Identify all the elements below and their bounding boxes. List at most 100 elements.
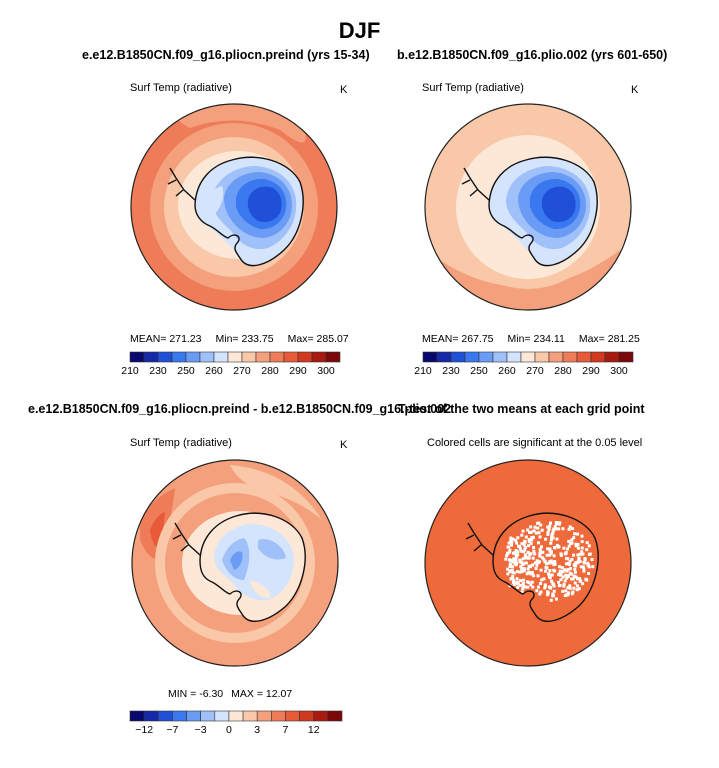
- insignificant-cell: [587, 565, 591, 569]
- insignificant-cell: [586, 563, 590, 567]
- variable-label-top-right: Surf Temp (radiative): [422, 82, 524, 94]
- insignificant-cell: [522, 578, 525, 582]
- max-value: 12.07: [265, 688, 293, 700]
- colorbar-top-right-tick-label: 270: [526, 365, 544, 377]
- figure-title: DJF: [338, 18, 381, 43]
- insignificant-cell: [540, 556, 544, 560]
- insignificant-cell: [505, 554, 509, 558]
- colorbar-top-left-tick-label: 280: [261, 365, 279, 377]
- insignificant-cell: [549, 521, 552, 525]
- insignificant-cell: [548, 547, 552, 551]
- insignificant-cell: [531, 556, 535, 560]
- insignificant-cell: [538, 535, 542, 539]
- insignificant-cell: [508, 548, 512, 552]
- colorbar-swatch: [576, 351, 592, 363]
- stats-top-left: MEAN= 271.23 Min= 233.75 Max= 285.07: [130, 333, 349, 345]
- significance-note: Colored cells are significant at the 0.0…: [427, 437, 643, 449]
- field-patch-hot: [150, 512, 165, 548]
- insignificant-cell: [576, 546, 580, 550]
- insignificant-cell: [532, 546, 536, 549]
- insignificant-cell: [504, 557, 508, 561]
- colorbar-bottom-left-tick-label: 3: [254, 724, 261, 736]
- insignificant-cell: [570, 541, 574, 545]
- colorbar-swatch: [143, 710, 159, 722]
- insignificant-cell: [546, 531, 550, 534]
- significant-field: [425, 460, 631, 666]
- insignificant-cell: [531, 563, 535, 567]
- insignificant-cell: [532, 549, 536, 553]
- max-label: Max=: [287, 333, 314, 345]
- insignificant-cell: [547, 572, 550, 576]
- insignificant-cell: [511, 578, 515, 582]
- colorbar-swatch: [436, 351, 452, 363]
- insignificant-cell: [553, 560, 557, 563]
- insignificant-cell: [542, 557, 546, 561]
- insignificant-cell: [562, 546, 566, 550]
- colorbar-swatch: [590, 351, 606, 363]
- insignificant-cell: [566, 591, 570, 595]
- colorbar-swatch: [604, 351, 620, 363]
- insignificant-cell: [560, 566, 564, 570]
- insignificant-cell: [524, 535, 528, 539]
- colorbar-bottom-left-tick-label: −3: [194, 724, 207, 736]
- insignificant-cell: [539, 568, 543, 572]
- insignificant-cell: [573, 575, 577, 579]
- insignificant-cell: [517, 545, 521, 549]
- insignificant-cell: [561, 589, 565, 593]
- colorbar-top-right-tick-label: 250: [470, 365, 488, 377]
- insignificant-cell: [574, 561, 578, 565]
- insignificant-cell: [533, 552, 537, 556]
- insignificant-cell: [520, 542, 524, 546]
- insignificant-cell: [511, 537, 515, 541]
- insignificant-cell: [530, 571, 534, 574]
- insignificant-cell: [541, 550, 545, 554]
- insignificant-cell: [521, 563, 525, 567]
- insignificant-cell: [558, 565, 561, 569]
- insignificant-cell: [514, 555, 518, 559]
- insignificant-cell: [552, 594, 556, 598]
- colorbar-swatch: [450, 351, 466, 363]
- map-bottom-right: [424, 459, 632, 667]
- colorbar-swatch: [297, 351, 313, 363]
- insignificant-cell: [546, 590, 549, 594]
- insignificant-cell: [577, 587, 581, 591]
- colorbar-swatch: [199, 351, 215, 363]
- insignificant-cell: [567, 527, 571, 531]
- colorbar-swatch: [311, 351, 327, 363]
- insignificant-cell: [585, 578, 589, 582]
- insignificant-cell: [548, 553, 552, 557]
- insignificant-cell: [538, 549, 542, 553]
- insignificant-cell: [516, 585, 520, 589]
- insignificant-cell: [553, 525, 557, 529]
- insignificant-cell: [570, 592, 574, 596]
- insignificant-cell: [527, 544, 530, 548]
- insignificant-cell: [521, 582, 525, 585]
- insignificant-cell: [578, 579, 582, 583]
- insignificant-cell: [528, 531, 531, 534]
- min-label: Min=: [507, 333, 531, 345]
- insignificant-cell: [537, 531, 541, 535]
- insignificant-cell: [520, 570, 524, 574]
- insignificant-cell: [548, 524, 552, 528]
- insignificant-cell: [578, 552, 582, 556]
- insignificant-cell: [566, 568, 570, 572]
- insignificant-cell: [530, 538, 534, 542]
- insignificant-cell: [530, 580, 534, 584]
- insignificant-cell: [572, 536, 576, 540]
- insignificant-cell: [510, 568, 514, 572]
- insignificant-cell: [507, 541, 511, 545]
- mean-label: MEAN=: [422, 333, 459, 345]
- insignificant-cell: [544, 537, 548, 541]
- insignificant-cell: [565, 556, 569, 560]
- insignificant-cell: [531, 585, 535, 589]
- insignificant-cell: [568, 559, 572, 563]
- colorbar-swatch: [618, 351, 634, 363]
- insignificant-cell: [580, 534, 584, 538]
- insignificant-cell: [546, 593, 550, 597]
- colorbar-swatch: [172, 710, 187, 722]
- insignificant-cell: [524, 561, 528, 565]
- insignificant-cell: [512, 583, 516, 586]
- colorbar-top-right-tick-label: 210: [414, 365, 432, 377]
- insignificant-cell: [523, 548, 527, 552]
- colorbar-swatch: [213, 351, 229, 363]
